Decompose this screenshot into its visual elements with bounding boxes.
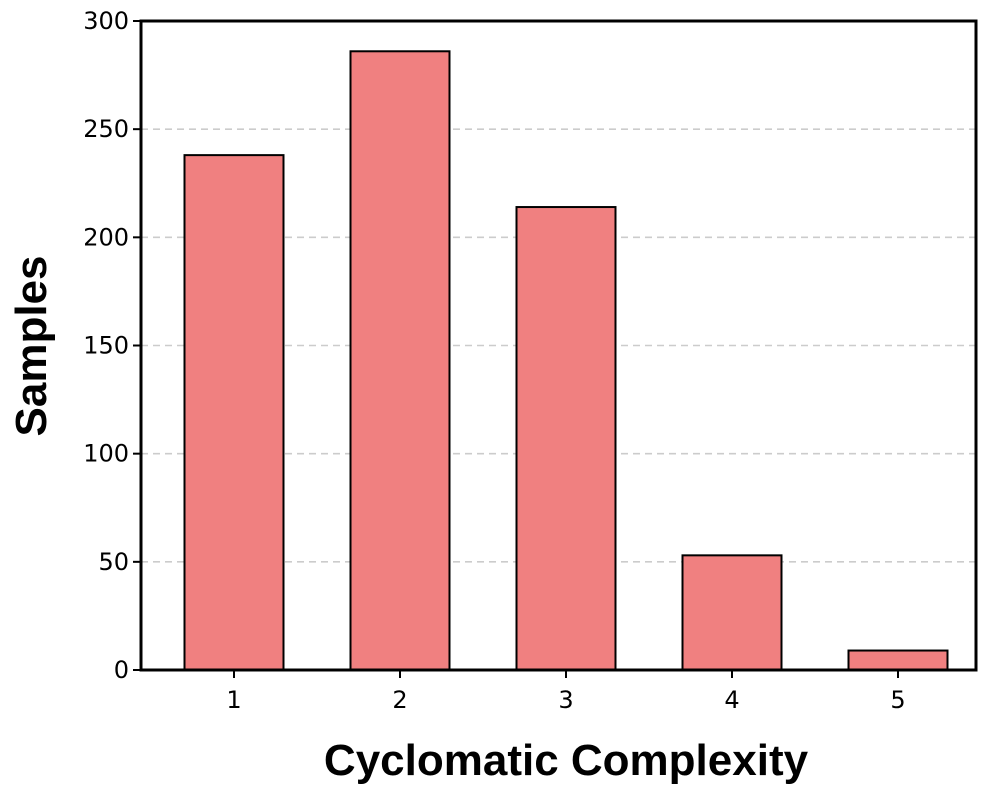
x-tick-label: 3 xyxy=(558,686,573,714)
y-axis-ticks: 0 50 100 150 200 250 300 xyxy=(83,7,141,684)
y-tick-label: 0 xyxy=(114,656,129,684)
y-axis-title: Samples xyxy=(7,256,56,437)
y-tick-label: 200 xyxy=(83,223,129,251)
bar-4 xyxy=(681,554,783,671)
x-axis-title: Cyclomatic Complexity xyxy=(324,736,809,785)
x-tick-label: 2 xyxy=(392,686,407,714)
y-tick-label: 100 xyxy=(83,440,129,468)
y-tick-label: 150 xyxy=(83,332,129,360)
y-tick-label: 50 xyxy=(98,548,129,576)
x-tick-label: 1 xyxy=(226,686,241,714)
y-tick-label: 300 xyxy=(83,7,129,35)
bars xyxy=(183,50,949,672)
x-tick-label: 5 xyxy=(890,686,905,714)
bar-3 xyxy=(515,206,617,671)
bar-5 xyxy=(847,649,949,672)
bar-2 xyxy=(349,50,451,671)
bar-1 xyxy=(183,154,285,672)
x-tick-label: 4 xyxy=(724,686,739,714)
x-axis-ticks: 1 2 3 4 5 xyxy=(226,670,906,714)
y-tick-label: 250 xyxy=(83,115,129,143)
